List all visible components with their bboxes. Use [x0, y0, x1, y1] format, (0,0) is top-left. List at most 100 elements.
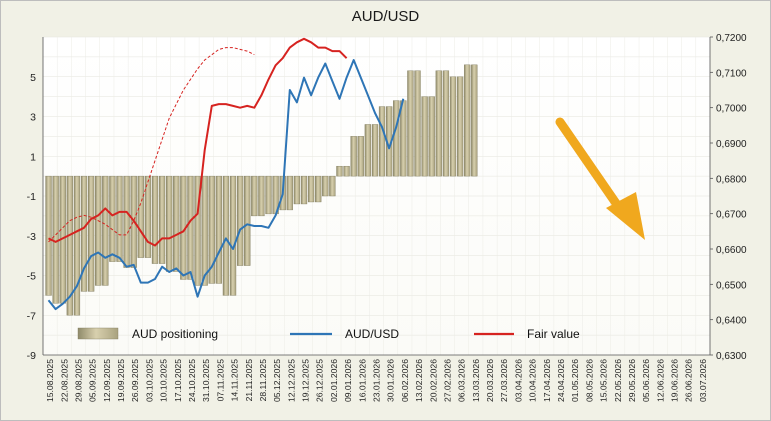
bar: [102, 175, 109, 286]
x-tick-label: 13.03.2026: [471, 359, 481, 402]
chart-title: AUD/USD: [351, 8, 420, 25]
x-tick-label: 23.01.2026: [372, 359, 382, 402]
bar: [244, 175, 251, 266]
x-tick-label: 07.11.2025: [215, 359, 225, 402]
arrow-head: [606, 192, 645, 240]
x-tick-label: 17.10.2025: [173, 359, 183, 402]
right-tick-label: 0,6600: [716, 245, 747, 256]
x-tick-label: 19.06.2026: [670, 359, 680, 402]
bar: [116, 175, 123, 262]
bar: [173, 175, 180, 272]
x-tick-label: 10.04.2026: [528, 359, 538, 402]
x-tick-label: 24.04.2026: [556, 359, 566, 402]
bar: [449, 76, 457, 177]
right-tick-label: 0,7200: [716, 33, 747, 44]
left-axis-ticks: 5 3 1 -1 -3 -5 -7 -9: [27, 72, 37, 362]
bar: [300, 175, 308, 205]
x-tick-label: 03.07.2026: [698, 359, 708, 402]
x-tick-label: 02.01.2026: [329, 359, 339, 402]
right-tick-label: 0,6900: [716, 139, 747, 150]
bar: [194, 175, 201, 286]
bar: [371, 124, 379, 177]
legend-label: AUD/USD: [345, 327, 399, 341]
audusd-line: [47, 59, 405, 311]
left-tick-label: 3: [30, 112, 36, 124]
bar: [357, 136, 364, 177]
bar: [123, 175, 130, 268]
bar: [456, 76, 464, 177]
x-tick-label: 26.09.2025: [130, 359, 140, 402]
bar: [258, 175, 265, 217]
right-tick-label: 0,6400: [716, 316, 747, 327]
x-tick-label: 15.08.2025: [45, 359, 55, 402]
x-tick-label: 21.11.2025: [244, 359, 254, 402]
bar: [66, 175, 73, 316]
bar: [265, 175, 272, 215]
bar: [166, 175, 173, 272]
x-tick-label: 22.08.2025: [59, 359, 69, 402]
left-tick-label: -9: [27, 350, 36, 362]
bar: [329, 175, 336, 197]
bar: [421, 96, 428, 177]
x-tick-label: 19.12.2025: [301, 359, 311, 402]
bar: [73, 175, 81, 316]
x-tick-label: 05.12.2025: [272, 359, 282, 402]
bar: [364, 124, 372, 177]
x-tick-label: 16.01.2026: [357, 359, 367, 402]
bar: [378, 106, 386, 177]
bar: [201, 175, 208, 286]
right-tick-label: 0,7000: [716, 104, 747, 115]
right-tick-label: 0,6500: [716, 280, 747, 291]
bar: [109, 175, 116, 262]
bar: [428, 96, 435, 177]
x-tick-label: 28.11.2025: [258, 359, 268, 402]
x-tick-label: 30.01.2026: [386, 359, 396, 402]
arrow-shaft: [555, 117, 627, 217]
bar: [229, 175, 237, 296]
x-tick-label: 22.05.2026: [613, 359, 623, 402]
bar: [52, 175, 59, 304]
right-tick-label: 0,6700: [716, 210, 747, 221]
bar: [293, 175, 301, 205]
x-tick-label: 14.11.2025: [230, 359, 240, 402]
gridlines: [42, 36, 711, 356]
x-tick-label: 29.05.2026: [627, 359, 637, 402]
x-tick-label: 12.09.2025: [102, 359, 112, 402]
x-tick-label: 27.03.2026: [499, 359, 509, 402]
bar: [95, 175, 102, 286]
bar: [322, 175, 329, 197]
x-tick-label: 26.12.2025: [315, 359, 325, 402]
x-axis-ticks: 15.08.2025 22.08.2025 29.08.2025 05.09.2025…: [45, 359, 708, 402]
fair-value-trend-line: [48, 47, 255, 243]
legend: AUD positioning AUD/USD Fair value: [77, 327, 580, 341]
x-tick-label: 20.02.2026: [428, 359, 438, 402]
bar: [87, 175, 95, 292]
bar: [215, 175, 222, 284]
bar: [286, 175, 293, 211]
legend-label: AUD positioning: [132, 327, 218, 341]
x-tick-label: 13.02.2026: [414, 359, 424, 402]
bar: [236, 175, 244, 266]
left-tick-label: 5: [30, 72, 36, 84]
bar: [222, 175, 230, 296]
fair-value-line: [48, 37, 348, 247]
bar: [187, 175, 194, 280]
x-tick-label: 20.03.2026: [485, 359, 495, 402]
left-tick-label: -5: [27, 271, 36, 283]
down-arrow-icon: [555, 117, 645, 240]
x-tick-label: 09.01.2026: [343, 359, 353, 402]
x-tick-label: 03.04.2026: [513, 359, 523, 402]
x-tick-label: 26.06.2026: [684, 359, 694, 402]
bar: [464, 64, 471, 177]
x-tick-label: 29.08.2025: [73, 359, 83, 402]
left-tick-label: -7: [27, 310, 36, 322]
x-tick-label: 05.06.2026: [641, 359, 651, 402]
bar: [414, 70, 421, 177]
left-tick-label: 1: [30, 151, 36, 163]
right-axis-ticks: 0,7200 0,7100 0,7000 0,6900 0,6800 0,6700 0,66…: [710, 33, 747, 362]
positioning-bars: [45, 64, 478, 316]
x-tick-label: 24.10.2025: [187, 359, 197, 402]
bar: [400, 100, 407, 177]
right-tick-label: 0,6300: [716, 351, 747, 362]
x-tick-label: 15.05.2026: [599, 359, 609, 402]
